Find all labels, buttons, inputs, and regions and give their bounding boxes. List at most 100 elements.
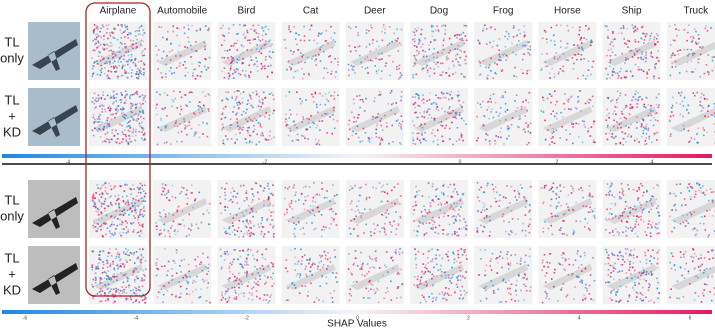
shap-pixel [119,224,121,226]
shap-pixel [109,248,111,250]
shap-pixel [448,99,450,101]
shap-pixel [568,30,570,32]
shap-pixel [118,105,120,107]
shap-pixel [541,187,543,189]
shap-pixel [169,233,171,235]
shap-pixel [100,70,102,72]
shap-pixel [641,136,643,138]
shap-pixel [465,35,467,37]
shap-pixel [309,40,311,42]
shap-pixel [256,268,258,270]
shap-pixel [164,248,166,250]
shap-pixel [225,106,227,108]
shap-pixel [435,227,437,229]
shap-pixel [162,302,164,304]
shap-pixel [115,291,117,293]
shap-pixel [703,135,705,137]
shap-pixel [262,66,264,68]
shap-pixel [460,270,462,272]
shap-pixel [240,54,242,56]
shap-pixel [627,184,629,186]
shap-pixel [110,236,112,238]
shap-pixel [242,102,244,104]
shap-pixel [505,282,507,284]
shap-pixel [183,27,185,29]
shap-pixel [208,28,210,30]
shap-pixel [302,227,304,229]
shap-pixel [126,140,128,142]
shap-pixel [549,77,551,79]
shap-pixel [113,37,115,39]
shap-pixel [125,26,127,28]
shap-pixel [585,25,587,27]
shap-pixel [629,41,631,43]
shap-pixel [712,202,714,204]
shap-pixel [93,250,95,252]
shap-pixel [432,301,434,303]
shap-pixel [174,125,176,127]
shap-pixel [594,215,596,217]
shap-pixel [640,37,642,39]
shap-pixel [126,261,128,263]
shap-pixel [122,131,124,133]
shap-pixel [118,205,120,207]
shap-pixel [421,29,423,31]
shap-pixel [656,97,658,99]
shap-pixel [609,77,611,79]
shap-pixel [484,25,486,27]
shap-pixel [124,24,126,26]
shap-pixel [434,135,436,137]
shap-pixel [634,289,636,291]
shap-pixel [98,116,100,118]
shap-pixel [386,251,388,253]
shap-pixel [447,251,449,253]
shap-pixel [431,293,433,295]
shap-pixel [620,142,622,144]
shap-pixel [518,29,520,31]
shap-pixel [443,97,445,99]
shap-pixel [240,256,242,258]
shap-pixel [123,232,125,234]
shap-pixel [320,257,322,259]
shap-pixel [590,44,592,46]
shap-pixel [93,195,95,197]
shap-pixel [364,208,366,210]
shap-pixel [126,126,128,128]
shap-pixel [575,260,577,262]
shap-pixel [125,253,127,255]
shap-pixel [252,39,254,41]
shap-pixel [613,120,615,122]
shap-pixel [243,25,245,27]
shap-pixel [93,114,95,116]
shap-pixel [579,281,581,283]
shap-pixel [234,142,236,144]
shap-pixel [143,55,145,57]
shap-pixel [130,33,132,35]
shap-pixel [484,275,486,277]
shap-pixel [197,256,199,258]
shap-pixel [246,274,248,276]
shap-pixel [332,184,334,186]
shap-pixel [651,33,653,35]
shap-pixel [613,137,615,139]
shap-pixel [267,199,269,201]
shap-pixel [156,54,158,56]
shap-pixel [122,116,124,118]
shap-pixel [285,121,287,123]
shap-pixel [508,264,510,266]
shap-pixel [168,199,170,201]
shap-pixel [636,138,638,140]
shap-pixel [426,283,428,285]
shap-pixel [443,185,445,187]
shap-pixel [98,95,100,97]
shap-pixel [202,122,204,124]
shap-pixel [564,108,566,110]
shap-pixel [133,188,135,190]
shap-pixel [202,133,204,135]
shap-pixel [193,135,195,137]
shap-pixel [327,265,329,267]
shap-pixel [248,132,250,134]
shap-pixel [199,192,201,194]
shap-pixel [367,67,369,69]
shap-pixel [712,199,714,201]
